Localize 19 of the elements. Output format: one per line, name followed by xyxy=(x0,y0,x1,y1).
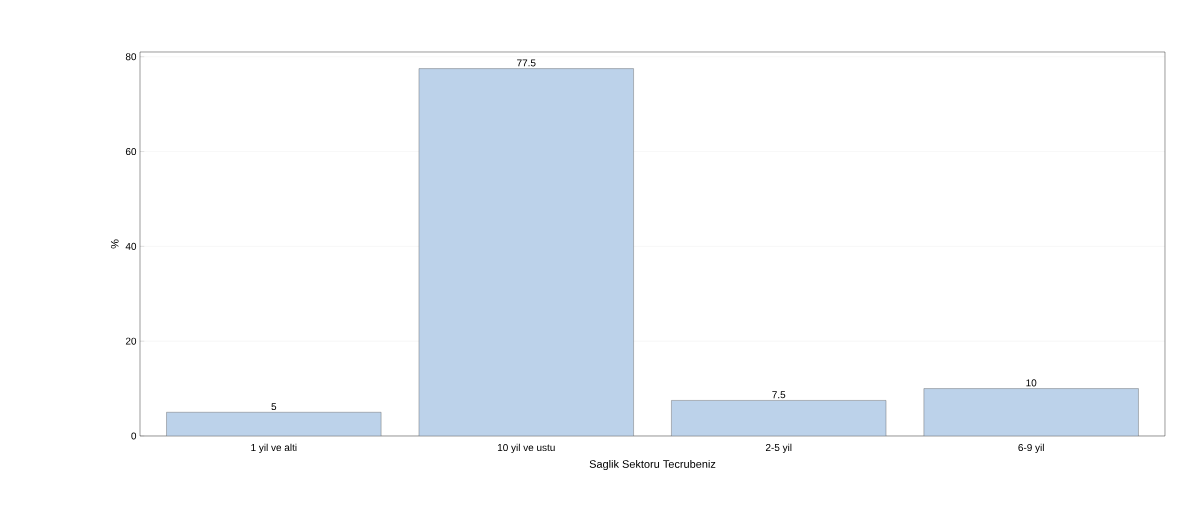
y-tick-label: 0 xyxy=(131,432,137,440)
x-tick-label: 6-9 yil xyxy=(1018,443,1044,454)
y-tick-label: 60 xyxy=(125,148,137,156)
data-label: 77.5 xyxy=(517,59,536,67)
y-tick-label: 40 xyxy=(125,242,137,250)
data-label: 7.5 xyxy=(772,391,786,399)
x-tick-label: 1 yil ve alti xyxy=(251,443,297,454)
x-tick-label: 10 yil ve ustu xyxy=(497,443,555,454)
data-label: 5 xyxy=(271,403,277,411)
bar xyxy=(166,412,382,436)
x-axis-title: Saglik Sektoru Tecrubeniz xyxy=(589,459,716,471)
bar xyxy=(671,400,887,436)
y-tick-label: 20 xyxy=(125,337,137,345)
bar xyxy=(923,388,1139,436)
y-axis-title: % xyxy=(110,239,119,249)
bar xyxy=(418,68,634,436)
y-tick-label: 80 xyxy=(125,53,137,61)
x-tick-label: 2-5 yil xyxy=(765,443,792,454)
data-label: 10 xyxy=(1026,379,1037,387)
